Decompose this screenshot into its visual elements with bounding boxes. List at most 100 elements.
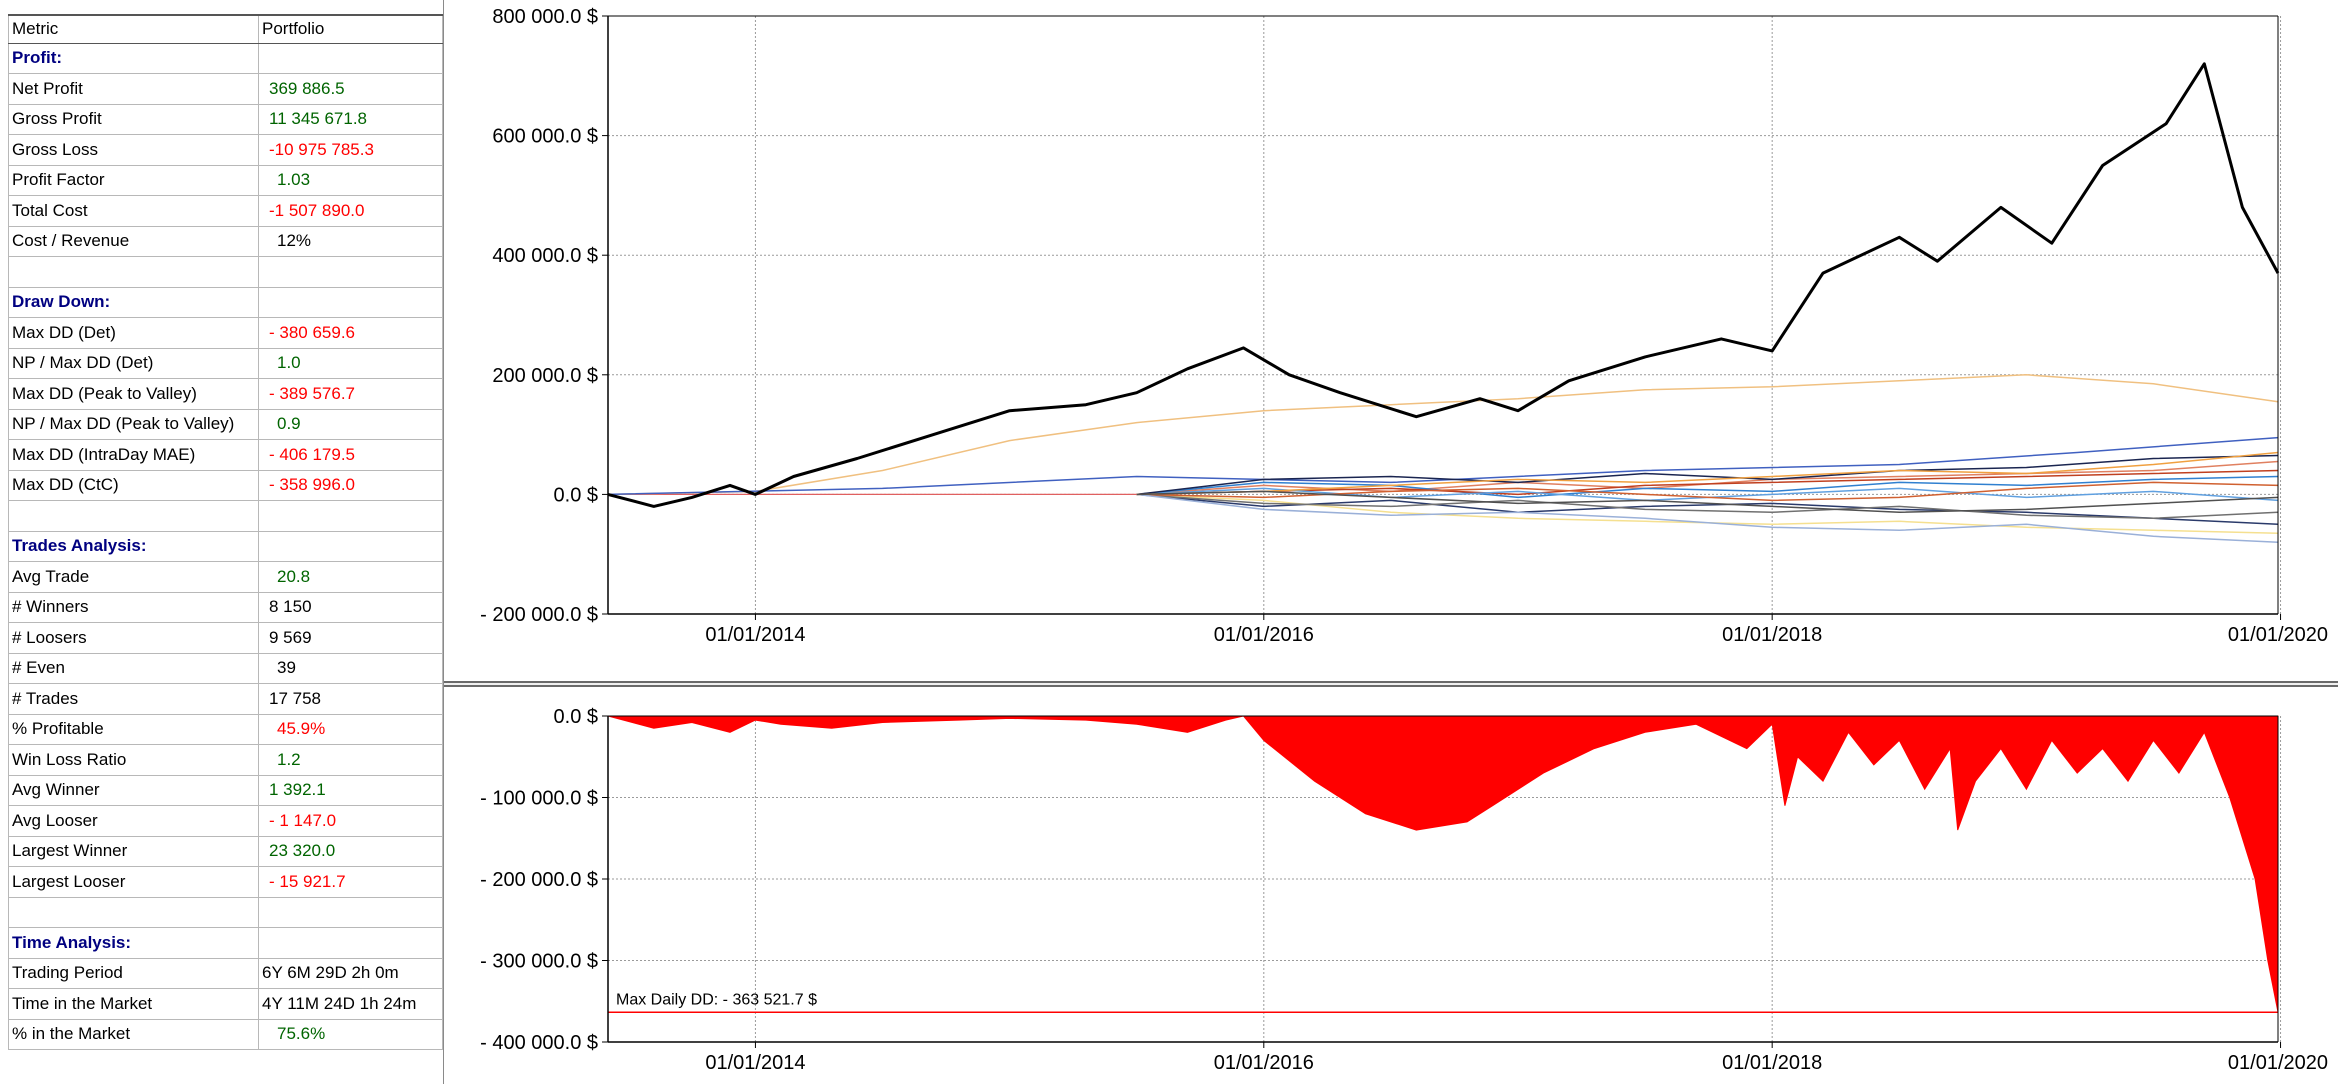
metric-value: - 1 147.0	[258, 805, 443, 837]
metric-value: - 380 659.6	[258, 317, 443, 349]
metric-label: Time in the Market	[8, 988, 259, 1020]
column-header-metric[interactable]: Metric	[8, 14, 259, 44]
metric-label: % Profitable	[8, 713, 259, 745]
metric-label: # Winners	[8, 591, 259, 623]
metric-value: 75.6%	[258, 1018, 443, 1050]
metric-value: 1.03	[258, 164, 443, 196]
equity-x-tick-label: 01/01/2016	[1214, 624, 1314, 646]
table-row: Win Loss Ratio 1.2	[8, 744, 443, 776]
metric-value: - 389 576.7	[258, 378, 443, 410]
metric-label: Avg Winner	[8, 774, 259, 806]
table-row: Max DD (CtC) - 358 996.0	[8, 469, 443, 501]
section-value-cell	[258, 530, 443, 562]
table-row: Max DD (Peak to Valley) - 389 576.7	[8, 378, 443, 410]
section-row: Draw Down:	[8, 286, 443, 318]
metric-label: Trading Period	[8, 957, 259, 989]
metric-value: 0.9	[258, 408, 443, 440]
table-row: Max DD (IntraDay MAE) - 406 179.5	[8, 439, 443, 471]
metric-value: 23 320.0	[258, 835, 443, 867]
section-row: Trades Analysis:	[8, 530, 443, 562]
section-label: Time Analysis:	[8, 927, 259, 959]
table-row: Trading Period 6Y 6M 29D 2h 0m	[8, 957, 443, 989]
metric-label: Win Loss Ratio	[8, 744, 259, 776]
metric-label: # Even	[8, 652, 259, 684]
portfolio-equity-line	[607, 62, 2280, 508]
metric-label: Avg Looser	[8, 805, 259, 837]
blank-cell	[258, 256, 443, 288]
equity-y-tick-label: 400 000.0 $	[492, 245, 598, 267]
metric-value: 1.0	[258, 347, 443, 379]
drawdown-y-tick-label: - 200 000.0 $	[480, 869, 598, 891]
equity-y-tick-label: - 200 000.0 $	[480, 604, 598, 626]
section-label: Trades Analysis:	[8, 530, 259, 562]
table-row: Gross Profit 11 345 671.8	[8, 103, 443, 135]
strategy-equity-line-3	[1136, 493, 2279, 526]
table-row: NP / Max DD (Det) 1.0	[8, 347, 443, 379]
blank-row	[8, 896, 443, 928]
table-row: # Even 39	[8, 652, 443, 684]
blank-cell	[258, 896, 443, 928]
blank-cell	[258, 500, 443, 532]
drawdown-area	[607, 715, 2279, 1013]
strategy-equity-line-14	[1136, 490, 2279, 514]
section-label: Profit:	[8, 42, 259, 74]
metrics-table: Metric Portfolio Profit: Net Profit 369 88…	[8, 14, 443, 1050]
table-row: Largest Winner 23 320.0	[8, 835, 443, 867]
blank-row	[8, 256, 443, 288]
metric-label: # Trades	[8, 683, 259, 715]
section-value-cell	[258, 927, 443, 959]
metric-value: 20.8	[258, 561, 443, 593]
metric-value: - 15 921.7	[258, 866, 443, 898]
metric-label: Max DD (CtC)	[8, 469, 259, 501]
metric-value: 1 392.1	[258, 774, 443, 806]
metric-value: - 406 179.5	[258, 439, 443, 471]
metric-label: Largest Looser	[8, 866, 259, 898]
equity-x-tick-label: 01/01/2018	[1722, 624, 1822, 646]
drawdown-y-tick-label: - 300 000.0 $	[480, 951, 598, 973]
blank-cell	[8, 256, 259, 288]
drawdown-y-tick-label: - 100 000.0 $	[480, 788, 598, 810]
drawdown-y-tick-label: 0.0 $	[554, 706, 598, 728]
equity-x-tick-label: 01/01/2020	[2228, 624, 2328, 646]
section-value-cell	[258, 42, 443, 74]
metric-value: 4Y 11M 24D 1h 24m	[258, 988, 443, 1020]
table-row: Net Profit 369 886.5	[8, 73, 443, 105]
section-label: Draw Down:	[8, 286, 259, 318]
metric-value: -1 507 890.0	[258, 195, 443, 227]
metric-label: # Loosers	[8, 622, 259, 654]
equity-y-tick-label: 800 000.0 $	[492, 6, 598, 28]
table-row: NP / Max DD (Peak to Valley) 0.9	[8, 408, 443, 440]
metric-value: 17 758	[258, 683, 443, 715]
metric-value: 8 150	[258, 591, 443, 623]
blank-cell	[8, 500, 259, 532]
metric-value: 11 345 671.8	[258, 103, 443, 135]
table-row: Total Cost -1 507 890.0	[8, 195, 443, 227]
table-row: % in the Market 75.6%	[8, 1018, 443, 1050]
strategy-equity-line-2	[607, 436, 2279, 496]
equity-y-tick-label: 600 000.0 $	[492, 126, 598, 148]
table-row: Largest Looser - 15 921.7	[8, 866, 443, 898]
metric-label: % in the Market	[8, 1018, 259, 1050]
table-row: Gross Loss -10 975 785.3	[8, 134, 443, 166]
strategy-equity-line-1	[607, 374, 2279, 496]
drawdown-y-tick-label: - 400 000.0 $	[480, 1032, 598, 1054]
drawdown-x-tick-label: 01/01/2020	[2228, 1052, 2328, 1074]
metric-value: -10 975 785.3	[258, 134, 443, 166]
table-row: Max DD (Det) - 380 659.6	[8, 317, 443, 349]
chart-splitter[interactable]	[444, 681, 2338, 687]
table-row: Avg Looser - 1 147.0	[8, 805, 443, 837]
metric-value: 1.2	[258, 744, 443, 776]
table-row: Cost / Revenue 12%	[8, 225, 443, 257]
section-value-cell	[258, 286, 443, 318]
drawdown-x-tick-label: 01/01/2014	[705, 1052, 805, 1074]
metric-label: NP / Max DD (Peak to Valley)	[8, 408, 259, 440]
metrics-panel: Metric Portfolio Profit: Net Profit 369 88…	[0, 0, 444, 1084]
table-row: # Trades 17 758	[8, 683, 443, 715]
column-header-portfolio[interactable]: Portfolio	[258, 14, 443, 44]
table-row: # Winners 8 150	[8, 591, 443, 623]
metric-value: 39	[258, 652, 443, 684]
strategy-equity-line-10	[1136, 454, 2279, 496]
metric-label: Largest Winner	[8, 835, 259, 867]
section-row: Time Analysis:	[8, 927, 443, 959]
metric-label: Avg Trade	[8, 561, 259, 593]
